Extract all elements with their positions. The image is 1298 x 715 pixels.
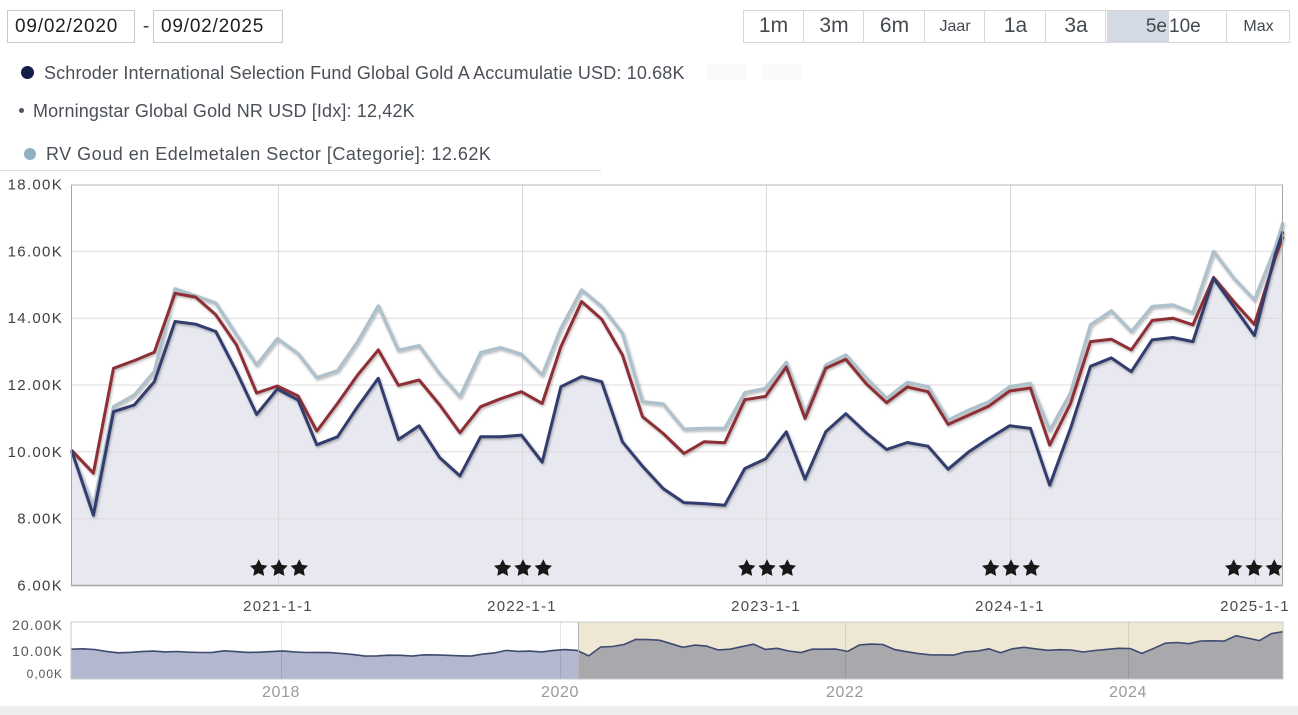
svg-text:2022-1-1: 2022-1-1	[487, 598, 557, 615]
svg-text:2022: 2022	[826, 684, 864, 701]
svg-text:16.00K: 16.00K	[8, 243, 63, 260]
svg-text:10.00K: 10.00K	[8, 444, 63, 461]
svg-text:2021-1-1: 2021-1-1	[243, 598, 313, 615]
svg-text:8.00K: 8.00K	[17, 511, 63, 528]
svg-text:20.00K: 20.00K	[12, 617, 63, 633]
svg-text:10.00K: 10.00K	[12, 643, 63, 659]
svg-text:2025-1-1: 2025-1-1	[1220, 598, 1290, 615]
svg-text:18.00K: 18.00K	[8, 177, 63, 194]
svg-text:2023-1-1: 2023-1-1	[731, 598, 801, 615]
svg-text:6.00K: 6.00K	[17, 578, 63, 595]
svg-text:2018: 2018	[262, 684, 300, 701]
svg-text:14.00K: 14.00K	[8, 310, 63, 327]
svg-text:2024-1-1: 2024-1-1	[975, 598, 1045, 615]
svg-text:12.00K: 12.00K	[8, 377, 63, 394]
svg-text:2024: 2024	[1109, 684, 1147, 701]
svg-text:2020: 2020	[541, 684, 579, 701]
svg-text:0,00K: 0,00K	[27, 667, 63, 681]
